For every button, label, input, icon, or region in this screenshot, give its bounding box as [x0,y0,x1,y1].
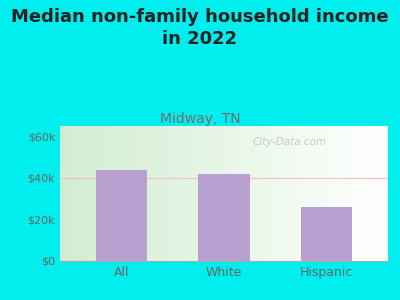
Bar [198,174,250,261]
Text: Median non-family household income
in 2022: Median non-family household income in 20… [11,8,389,48]
Bar [301,207,352,261]
Bar [96,169,147,261]
Text: Midway, TN: Midway, TN [160,112,240,127]
Text: City-Data.com: City-Data.com [252,137,327,147]
